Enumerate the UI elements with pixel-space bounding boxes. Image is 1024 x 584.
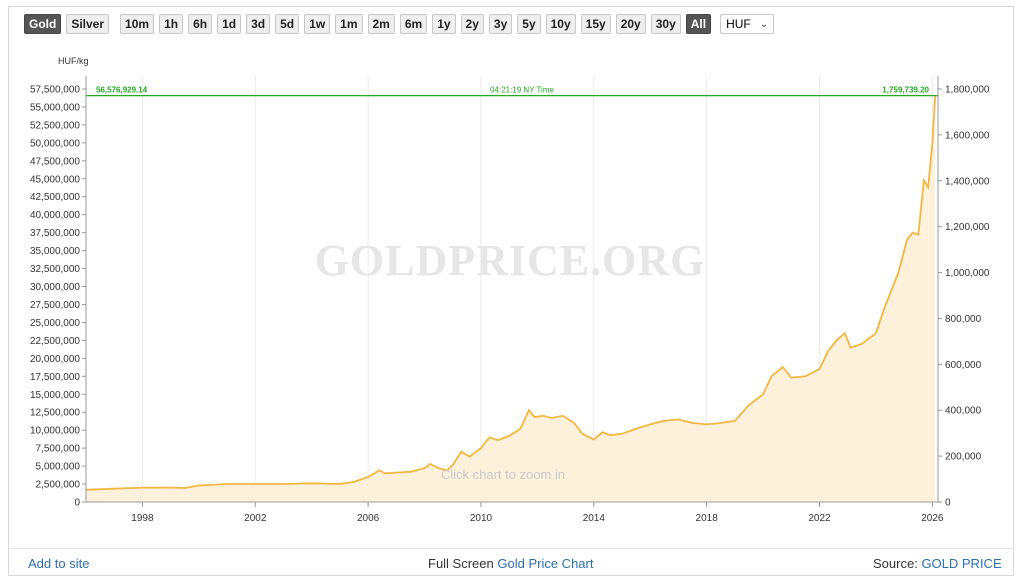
range-button-15y[interactable]: 15y xyxy=(580,14,611,34)
gold-price-chart-link[interactable]: Gold Price Chart xyxy=(497,556,594,571)
gold-price-source-link[interactable]: GOLD PRICE xyxy=(921,556,1002,571)
footer-divider xyxy=(8,548,1014,549)
range-button-6h[interactable]: 6h xyxy=(188,14,213,34)
range-button-20y[interactable]: 20y xyxy=(615,14,646,34)
range-button-2y[interactable]: 2y xyxy=(460,14,484,34)
full-screen-prefix: Full Screen xyxy=(428,556,494,571)
chevron-down-icon: ⌄ xyxy=(759,18,769,30)
source-text: Source: GOLD PRICE xyxy=(873,556,1002,571)
range-button-5y[interactable]: 5y xyxy=(517,14,541,34)
range-button-1y[interactable]: 1y xyxy=(432,14,456,34)
range-button-1w[interactable]: 1w xyxy=(304,14,331,34)
source-prefix: Source: xyxy=(873,556,918,571)
add-to-site-link[interactable]: Add to site xyxy=(28,556,90,571)
range-button-1h[interactable]: 1h xyxy=(159,14,184,34)
metal-button-silver[interactable]: Silver xyxy=(66,14,110,34)
range-button-10m[interactable]: 10m xyxy=(120,14,155,34)
range-selector: 10m 1h 6h 1d 3d 5d 1w 1m 2m 6m 1y 2y 3y 5y 10y 15y 20y 30… xyxy=(120,14,712,34)
currency-select[interactable]: HUF ⌄ xyxy=(720,14,775,34)
range-button-1m[interactable]: 1m xyxy=(335,14,363,34)
range-button-30y[interactable]: 30y xyxy=(650,14,681,34)
range-button-3y[interactable]: 3y xyxy=(488,14,513,34)
full-screen-text: Full Screen Gold Price Chart xyxy=(428,556,593,571)
range-button-all[interactable]: All xyxy=(685,14,712,34)
range-button-2m[interactable]: 2m xyxy=(367,14,395,34)
range-button-1d[interactable]: 1d xyxy=(217,14,242,34)
currency-value: HUF xyxy=(726,17,751,31)
metal-button-gold[interactable]: Gold xyxy=(24,14,62,34)
chart-toolbar: Gold Silver 10m 1h 6h 1d 3d 5d 1w 1m 2m 6m 1y 2y 3y 5y… xyxy=(24,13,775,35)
range-button-10y[interactable]: 10y xyxy=(545,14,576,34)
range-button-3d[interactable]: 3d xyxy=(246,14,271,34)
metal-selector: Gold Silver xyxy=(24,14,110,34)
chart-widget xyxy=(8,6,1014,576)
range-button-6m[interactable]: 6m xyxy=(399,14,428,34)
range-button-5d[interactable]: 5d xyxy=(275,14,300,34)
